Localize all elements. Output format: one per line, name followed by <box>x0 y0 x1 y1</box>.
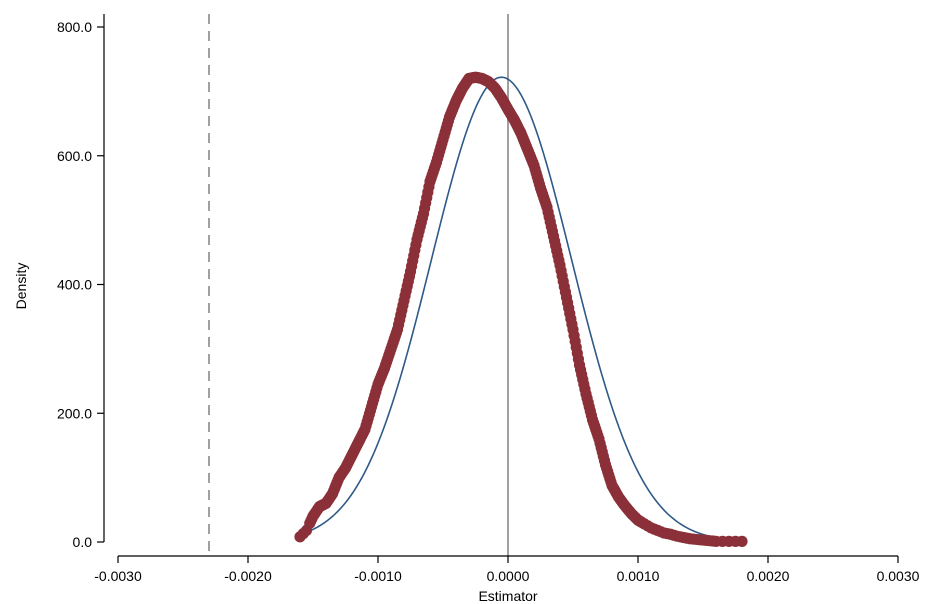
y-tick-label: 800.0 <box>57 19 92 35</box>
x-axis-title: Estimator <box>478 588 537 604</box>
y-tick-label: 600.0 <box>57 148 92 164</box>
y-tick-label: 0.0 <box>73 534 93 550</box>
y-tick-label: 200.0 <box>57 405 92 421</box>
y-axis-title: Density <box>13 263 29 310</box>
fitted-curve-layer <box>299 76 743 542</box>
x-tick-label: -0.0010 <box>354 568 402 584</box>
x-tick-label: 0.0000 <box>487 568 530 584</box>
y-tick-label: 400.0 <box>57 277 92 293</box>
data-points-layer <box>294 71 748 547</box>
x-tick-label: 0.0010 <box>617 568 660 584</box>
x-tick-group: -0.0030 -0.0020 -0.0010 0.0000 0.0010 0.0020 0… <box>94 556 920 584</box>
x-tick-label: -0.0030 <box>94 568 142 584</box>
data-point <box>736 535 748 547</box>
x-tick-label: 0.0020 <box>747 568 790 584</box>
fitted-normal-curve <box>299 76 743 542</box>
y-tick-group: 0.0 200.0 400.0 600.0 800.0 <box>57 19 104 550</box>
x-tick-label: -0.0020 <box>224 568 272 584</box>
x-tick-label: 0.0030 <box>877 568 920 584</box>
